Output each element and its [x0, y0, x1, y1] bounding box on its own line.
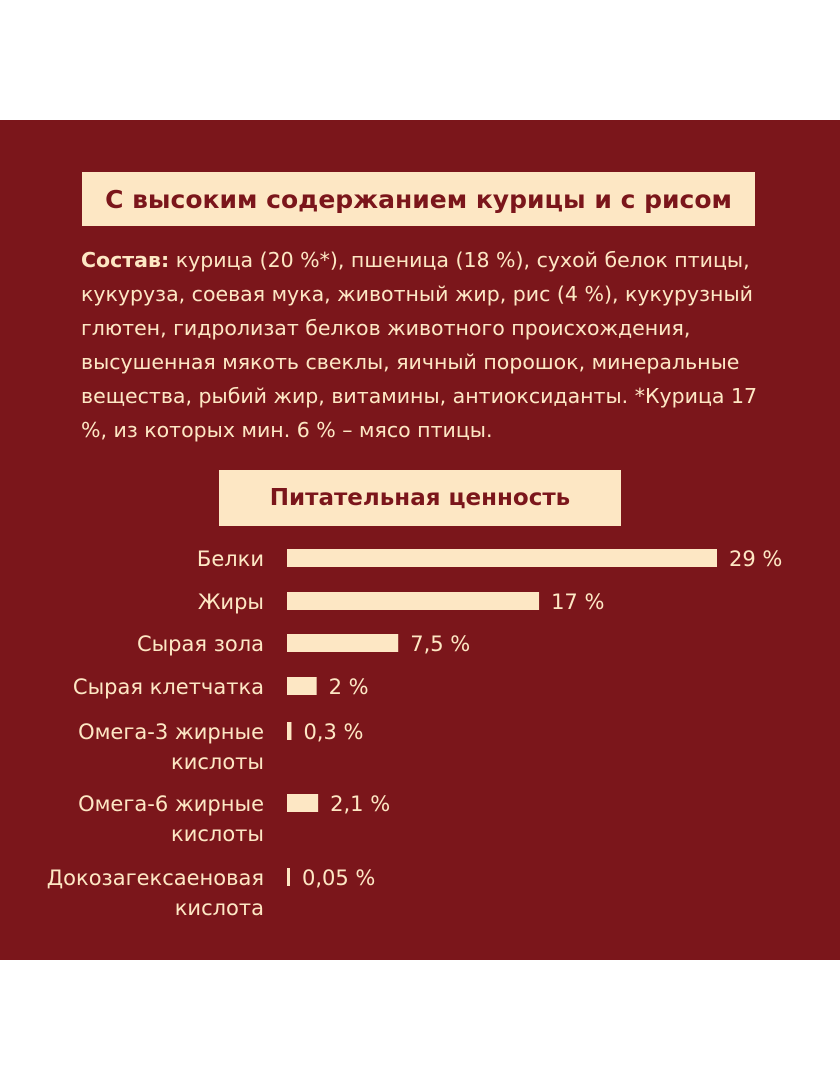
category-label-5-1: кислоты	[171, 822, 264, 846]
composition-paragraph: Состав: курица (20 %*), пшеница (18 %), …	[81, 243, 771, 447]
value-label-1: 17 %	[551, 590, 604, 614]
value-label-2: 7,5 %	[410, 632, 470, 656]
nutrition-bar-chart: 29 % Белки 17 % Жиры 7,5 % Сырая зола 2 % Сырая…	[47, 547, 783, 920]
value-label-0: 29 %	[729, 547, 782, 571]
bar-5	[287, 794, 319, 812]
nutrition-title: Питательная ценность	[269, 485, 571, 511]
category-label-5-0: Омега-6 жирные	[78, 792, 264, 816]
bar-1	[287, 592, 540, 610]
nutrition-title-banner: Питательная ценность	[219, 470, 621, 526]
category-label-4-0: Омега-3 жирные	[78, 720, 264, 744]
product-info-panel: С высоким содержанием курицы и с рисом С…	[0, 120, 840, 960]
bar-3	[287, 677, 317, 695]
category-label-6-1: кислота	[175, 896, 264, 920]
category-label-3-0: Сырая клетчатка	[73, 675, 264, 699]
bar-4	[287, 722, 292, 740]
category-label-4-1: кислоты	[171, 750, 264, 774]
category-label-2-0: Сырая зола	[137, 632, 264, 656]
bar-0	[287, 549, 717, 567]
category-label-0-0: Белки	[197, 547, 264, 571]
composition-label: Состав:	[81, 248, 170, 272]
composition-text: курица (20 %*), пшеница (18 %), сухой бе…	[81, 248, 758, 442]
value-label-5: 2,1 %	[330, 792, 390, 816]
bar-6	[287, 868, 290, 886]
title-banner: С высоким содержанием курицы и с рисом	[82, 172, 755, 226]
value-label-6: 0,05 %	[302, 866, 375, 890]
page-title: С высоким содержанием курицы и с рисом	[105, 184, 732, 214]
category-label-6-0: Докозагексаеновая	[47, 866, 264, 890]
value-label-4: 0,3 %	[303, 720, 363, 744]
value-label-3: 2 %	[329, 675, 369, 699]
category-label-1-0: Жиры	[198, 590, 264, 614]
bar-2	[287, 634, 399, 652]
